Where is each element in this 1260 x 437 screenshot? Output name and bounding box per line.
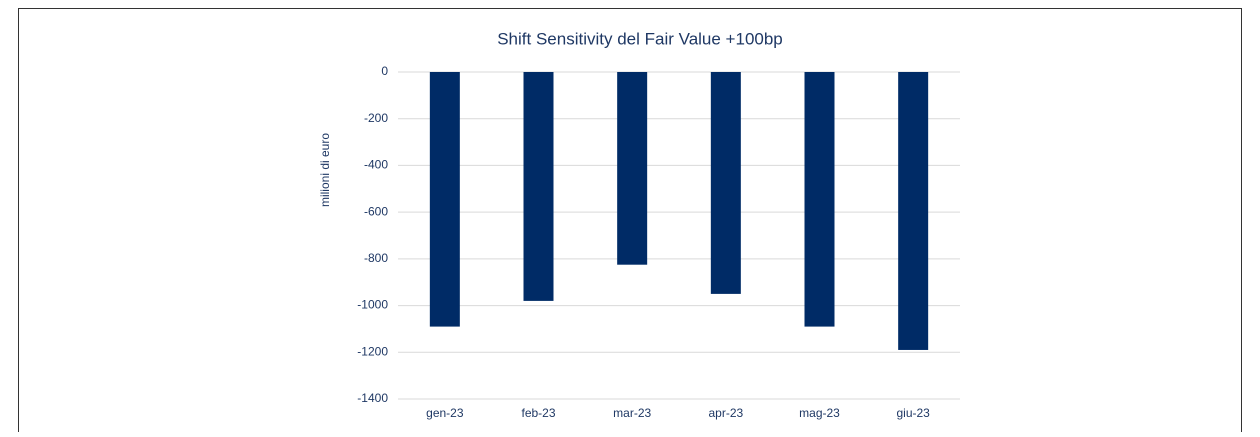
x-tick-label: mar-23	[613, 406, 651, 420]
y-axis-label: milioni di euro	[318, 133, 332, 207]
bar	[523, 72, 554, 301]
chart-title: Shift Sensitivity del Fair Value +100bp	[497, 29, 783, 48]
y-tick-label: -1400	[357, 391, 388, 405]
x-tick-label: feb-23	[521, 406, 555, 420]
y-tick-label: 0	[381, 64, 388, 78]
x-tick-label: gen-23	[426, 406, 464, 420]
bar	[898, 72, 929, 350]
y-tick-label: -1200	[357, 344, 388, 358]
bar	[804, 72, 835, 327]
x-tick-label: mag-23	[799, 406, 840, 420]
y-tick-label: -600	[364, 204, 388, 218]
y-tick-label: -800	[364, 251, 388, 265]
bar	[710, 72, 741, 294]
x-tick-label: giu-23	[896, 406, 930, 420]
x-tick-label: apr-23	[708, 406, 743, 420]
y-tick-label: -200	[364, 111, 388, 125]
bar	[429, 72, 460, 327]
y-tick-label: -1000	[357, 298, 388, 312]
y-tick-label: -400	[364, 158, 388, 172]
bar	[617, 72, 648, 265]
